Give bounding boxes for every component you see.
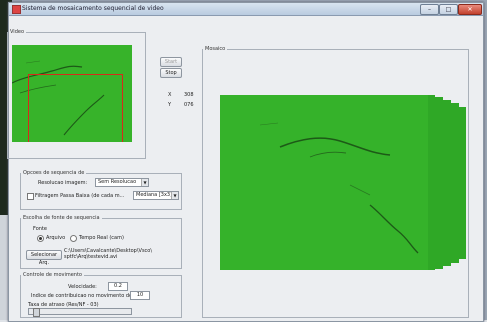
file-path: C:\Users\Cavalcante\Desktop\Vsco\ sptfc\… bbox=[64, 248, 153, 260]
video-panel: Video bbox=[7, 29, 146, 159]
chevron-down-icon: ▼ bbox=[141, 179, 148, 186]
rate-label: Taxa de atraso (Res/NF - 03) bbox=[28, 302, 99, 308]
title-bar[interactable]: Sistema de mosaicamento sequencial de vi… bbox=[9, 3, 483, 16]
source-panel: Escolha de fonte de sequencia bbox=[20, 215, 182, 269]
video-frame[interactable] bbox=[12, 45, 132, 142]
radio-realtime[interactable] bbox=[70, 235, 77, 242]
crack-line bbox=[349, 184, 371, 196]
filter-checkbox[interactable] bbox=[27, 193, 34, 200]
scale-input[interactable]: 10 bbox=[130, 291, 150, 300]
resolution-label: Resolucao imagem: bbox=[38, 180, 88, 186]
close-button[interactable]: ✕ bbox=[458, 4, 482, 15]
rate-slider[interactable] bbox=[28, 308, 132, 317]
mosaic-legend: Mosaico bbox=[205, 46, 226, 52]
mosaic-texture bbox=[259, 122, 419, 254]
source-label: Fonte bbox=[33, 226, 47, 232]
velocity-label: Velocidade: bbox=[68, 284, 97, 290]
x-label: X bbox=[168, 92, 172, 98]
options-legend: Opcoes de sequencia de bbox=[23, 170, 85, 176]
resolution-select[interactable]: Sem Resolucao ▼ bbox=[95, 178, 149, 187]
y-label: Y bbox=[168, 102, 172, 108]
chevron-down-icon: ▼ bbox=[171, 192, 178, 199]
window-title: Sistema de mosaicamento sequencial de vi… bbox=[22, 5, 164, 12]
crack-line bbox=[25, 60, 41, 64]
stop-button[interactable]: Stop bbox=[160, 68, 182, 78]
filter-select[interactable]: Mediana [3x3] ▼ bbox=[133, 191, 179, 200]
slider-thumb[interactable] bbox=[33, 308, 40, 317]
mosaic-image bbox=[220, 95, 466, 270]
scale-label: Indice de contribuicao no movimento de: bbox=[31, 293, 134, 299]
crack-line bbox=[19, 84, 57, 94]
video-legend: Video bbox=[10, 29, 25, 35]
x-value: 308 bbox=[184, 92, 194, 98]
crack-line bbox=[309, 151, 347, 158]
video-texture bbox=[12, 60, 105, 136]
app-icon bbox=[12, 5, 21, 14]
maximize-button[interactable]: □ bbox=[439, 4, 458, 15]
crack-line bbox=[63, 94, 105, 136]
y-value: 076 bbox=[184, 102, 194, 108]
control-panel: Controle de movimento bbox=[20, 272, 182, 318]
mosaic-main bbox=[220, 95, 428, 270]
filter-label: Filtragem Passa Baixa (de cada m... bbox=[35, 193, 125, 199]
radio-file[interactable] bbox=[37, 235, 44, 242]
crack-line bbox=[259, 122, 279, 126]
radio-realtime-label: Tempo Real (cam) bbox=[79, 235, 124, 241]
crack-line bbox=[12, 65, 83, 84]
options-panel: Opcoes de sequencia de bbox=[20, 170, 182, 210]
filter-value: Mediana [3x3] bbox=[136, 192, 173, 198]
start-button[interactable]: Start bbox=[160, 57, 182, 67]
velocity-input[interactable]: 0.2 bbox=[108, 282, 128, 291]
roi-rectangle[interactable] bbox=[28, 74, 123, 142]
crack-line bbox=[369, 204, 419, 254]
crack-line bbox=[279, 137, 391, 156]
minimize-button[interactable]: – bbox=[420, 4, 439, 15]
radio-file-label: Arquivo bbox=[46, 235, 66, 241]
source-legend: Escolha de fonte de sequencia bbox=[23, 215, 100, 221]
resolution-value: Sem Resolucao bbox=[98, 179, 137, 185]
mosaic-panel: Mosaico bbox=[202, 46, 469, 318]
select-file-button[interactable]: Selecionar Arq. bbox=[26, 250, 62, 266]
control-legend: Controle de movimento bbox=[23, 272, 82, 278]
